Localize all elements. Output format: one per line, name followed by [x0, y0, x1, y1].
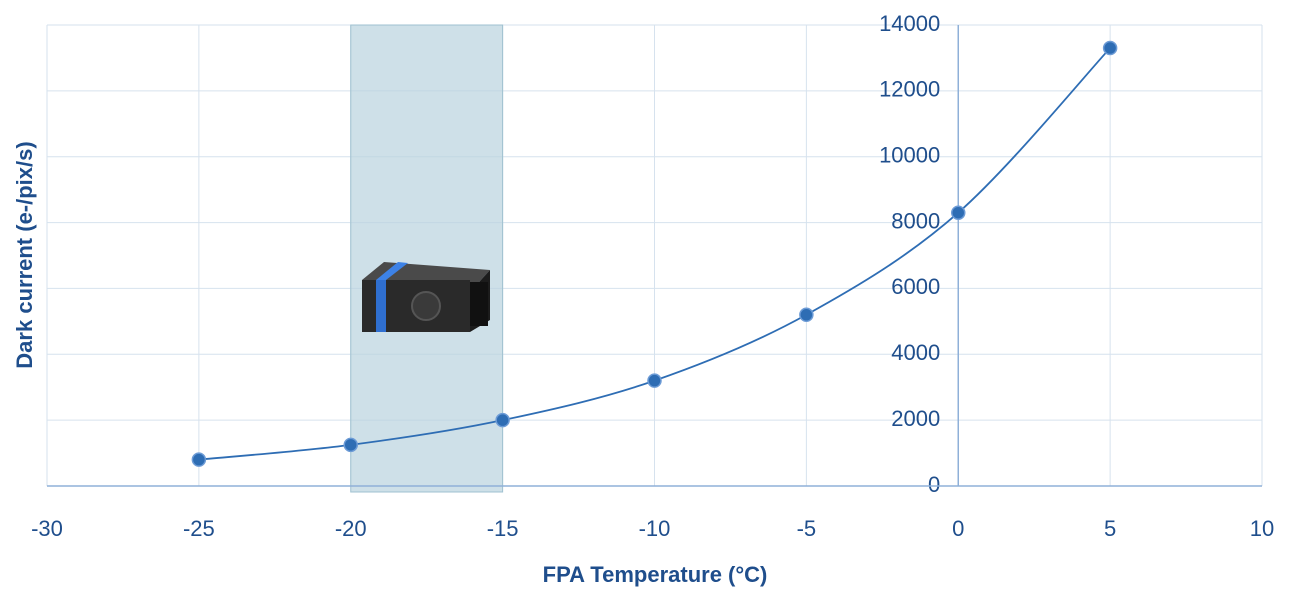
y-tick-label: 8000	[891, 208, 940, 233]
camera-icon	[362, 262, 490, 332]
data-point	[344, 438, 357, 451]
data-point	[1104, 42, 1117, 55]
y-tick-label: 2000	[891, 406, 940, 431]
x-tick-label: 0	[952, 516, 964, 541]
y-tick-label: 14000	[879, 11, 940, 36]
x-axis-title: FPA Temperature (°C)	[543, 562, 768, 587]
x-tick-label: -5	[797, 516, 817, 541]
data-point	[648, 374, 661, 387]
y-tick-label: 12000	[879, 77, 940, 102]
data-point	[800, 308, 813, 321]
x-tick-label: -20	[335, 516, 367, 541]
x-tick-label: -15	[487, 516, 519, 541]
x-tick-label: 10	[1250, 516, 1274, 541]
plot-background	[47, 25, 1262, 492]
y-axis-title: Dark current (e-/pix/s)	[12, 141, 37, 368]
data-point	[952, 206, 965, 219]
y-tick-label: 0	[928, 472, 940, 497]
chart: FPA Temperature (°C) Dark current (e-/pi…	[0, 0, 1290, 589]
x-tick-label: -10	[639, 516, 671, 541]
data-point	[192, 453, 205, 466]
shaded-region	[351, 25, 503, 492]
y-tick-label: 4000	[891, 340, 940, 365]
x-tick-label: 5	[1104, 516, 1116, 541]
x-tick-label: -30	[31, 516, 63, 541]
y-tick-label: 10000	[879, 143, 940, 168]
x-tick-label: -25	[183, 516, 215, 541]
data-point	[496, 414, 509, 427]
y-tick-label: 6000	[891, 274, 940, 299]
